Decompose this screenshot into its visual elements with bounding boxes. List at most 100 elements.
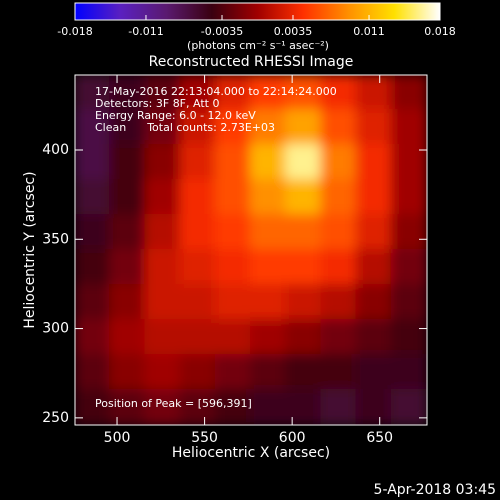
x-tick-label: 650 [366, 430, 393, 446]
heat-cell [390, 284, 427, 321]
heat-cell [355, 75, 393, 111]
y-tick-label: 350 [42, 231, 69, 247]
heat-cell [75, 319, 112, 356]
heat-cell [75, 109, 112, 146]
heat-cell [250, 389, 288, 425]
heat-cell [320, 144, 358, 181]
heat-cell [250, 179, 288, 216]
x-tick-label: 600 [279, 430, 306, 446]
chart-title: Reconstructed RHESSI Image [149, 54, 354, 70]
heat-cell [144, 109, 182, 146]
heat-cell [214, 144, 252, 181]
heat-cell [320, 389, 358, 425]
heat-cell [390, 109, 427, 146]
heat-cell [390, 354, 427, 391]
heat-cell [179, 389, 217, 425]
heat-cell [214, 179, 252, 216]
colorbar-tick-label: 0.011 [353, 25, 385, 38]
heat-cell [144, 249, 182, 286]
y-tick-label: 250 [42, 410, 69, 426]
colorbar-label: (photons cm⁻² s⁻¹ asec⁻²) [187, 39, 329, 52]
heat-cell [75, 389, 112, 425]
annotation: 17-May-2016 22:13:04.000 to 22:14:24.000 [95, 85, 337, 98]
heat-cell [285, 75, 323, 111]
plot-frame [74, 74, 428, 426]
colorbar [75, 3, 440, 20]
heat-cell [355, 389, 393, 425]
cells [75, 75, 427, 425]
heat-cell [109, 389, 147, 425]
heat-cell [250, 144, 288, 181]
heat-cell [75, 75, 112, 111]
x-tick-label: 500 [104, 430, 131, 446]
heat-cell [285, 354, 323, 391]
heat-cell [75, 214, 112, 251]
heat-cell [214, 319, 252, 356]
heat-cell [285, 144, 323, 181]
peak-label: Position of Peak = [596,391] [95, 397, 252, 410]
heat-cell [320, 249, 358, 286]
heat-cell [355, 144, 393, 181]
heat-cell [144, 284, 182, 321]
heat-cell [179, 214, 217, 251]
heat-cell [320, 354, 358, 391]
heat-cell [320, 179, 358, 216]
heat-cell [144, 179, 182, 216]
heat-cell [109, 284, 147, 321]
colorbar-tick-label: -0.0035 [201, 25, 243, 38]
heat-cell [320, 109, 358, 146]
colorbar-tick-label: -0.011 [128, 25, 163, 38]
y-tick-label: 400 [42, 142, 69, 158]
heat-cell [355, 109, 393, 146]
heat-cell [320, 75, 358, 111]
heat-cell [179, 319, 217, 356]
heat-cell [109, 214, 147, 251]
timestamp: 5-Apr-2018 03:45 [374, 482, 496, 498]
heat-cell [285, 284, 323, 321]
heat-cell [75, 179, 112, 216]
heat-cell [214, 214, 252, 251]
heat-cell [250, 284, 288, 321]
heat-cell [144, 214, 182, 251]
heat-cell [355, 284, 393, 321]
heat-cell [75, 249, 112, 286]
heat-cell [285, 249, 323, 286]
heat-cell [144, 319, 182, 356]
heat-cell [214, 389, 252, 425]
heat-cell [250, 249, 288, 286]
heat-cell [109, 354, 147, 391]
y-tick-label: 300 [42, 321, 69, 337]
heat-cell [250, 109, 288, 146]
heat-cell [179, 75, 217, 111]
heat-cell [214, 354, 252, 391]
y-axis-label: Heliocentric Y (arcsec) [22, 171, 38, 328]
annotation: Detectors: 3F 8F, Att 0 [95, 97, 219, 110]
heat-cell [179, 144, 217, 181]
heat-cell [320, 214, 358, 251]
heat-cell [355, 249, 393, 286]
heat-cell [390, 389, 427, 425]
colorbar-tick-label: -0.018 [57, 25, 92, 38]
colorbar-tick-label: 0.0035 [274, 25, 313, 38]
heat-cell [214, 109, 252, 146]
x-axis-label: Heliocentric X (arcsec) [172, 445, 330, 461]
heat-cell [390, 179, 427, 216]
heat-cell [250, 354, 288, 391]
heat-cell [320, 284, 358, 321]
heat-cell [355, 319, 393, 356]
colorbar-tick-label: 0.018 [424, 25, 456, 38]
heat-cell [179, 179, 217, 216]
heat-cell [214, 75, 252, 111]
heat-cell [214, 284, 252, 321]
heat-cell [390, 214, 427, 251]
heat-cell [214, 249, 252, 286]
heat-cell [390, 75, 427, 111]
heat-cell [179, 284, 217, 321]
heat-cell [144, 75, 182, 111]
heat-cell [355, 179, 393, 216]
heat-cell [320, 319, 358, 356]
heat-cell [250, 214, 288, 251]
heat-cell [355, 214, 393, 251]
heat-cell [250, 319, 288, 356]
